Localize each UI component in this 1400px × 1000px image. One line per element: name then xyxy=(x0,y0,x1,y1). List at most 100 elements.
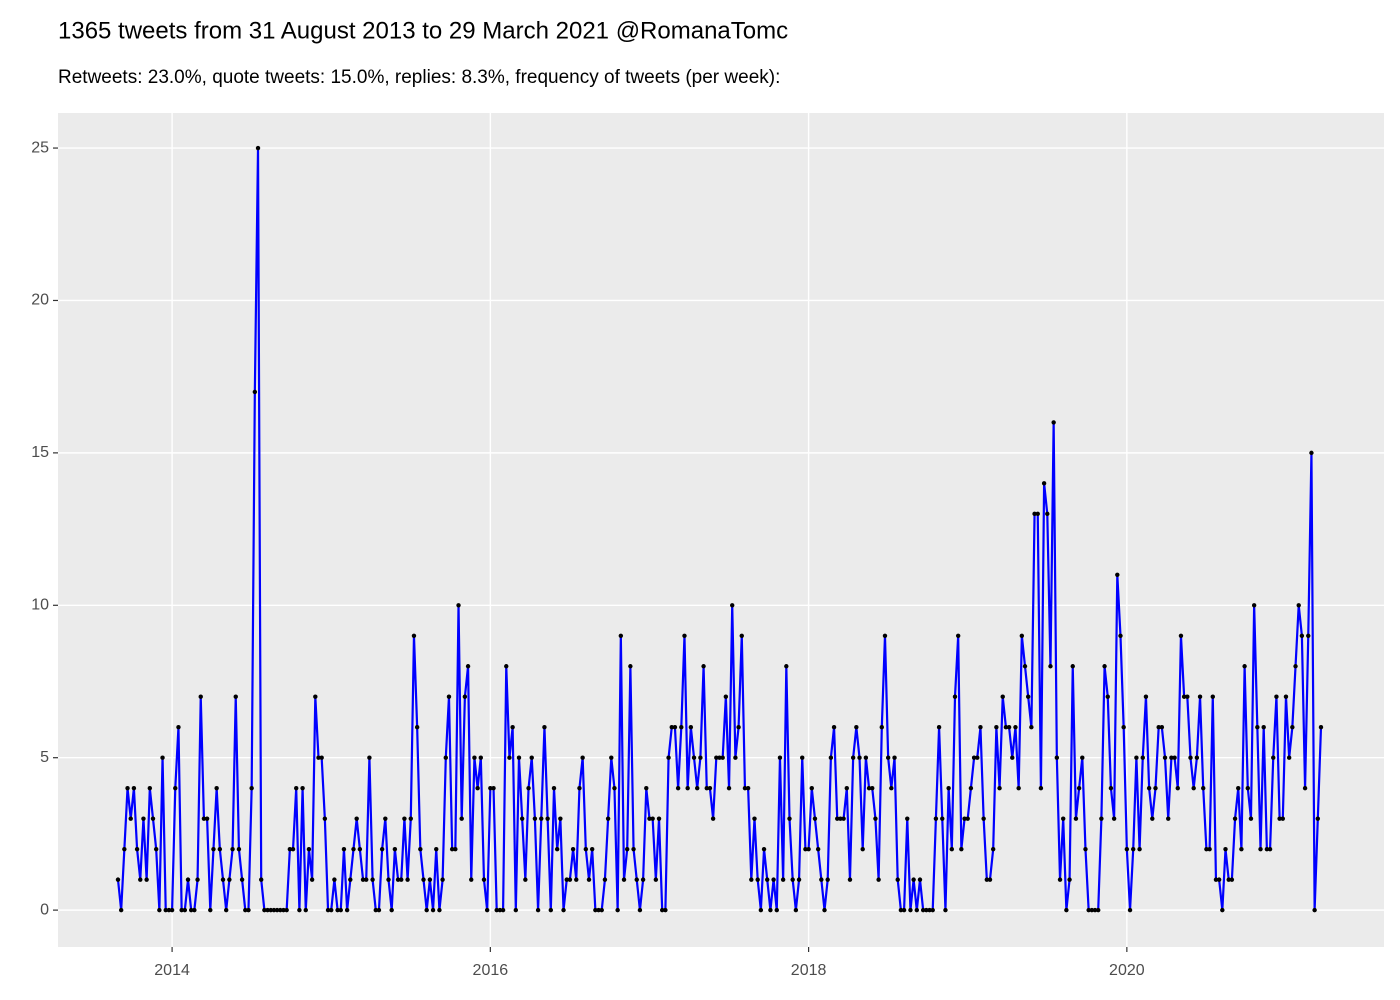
data-point xyxy=(1156,725,1161,730)
data-point xyxy=(761,846,767,852)
data-point xyxy=(784,664,789,669)
data-point xyxy=(449,846,455,852)
data-point xyxy=(755,877,760,882)
data-point xyxy=(688,725,694,730)
data-point xyxy=(1172,755,1177,760)
data-point xyxy=(828,755,834,760)
data-point xyxy=(1204,846,1209,852)
data-point xyxy=(290,846,296,852)
data-point xyxy=(354,816,359,821)
data-point xyxy=(367,755,372,760)
data-point xyxy=(644,785,649,791)
data-point xyxy=(459,816,464,821)
data-point xyxy=(612,785,617,791)
data-point xyxy=(402,816,407,821)
data-point xyxy=(1315,816,1321,821)
data-point xyxy=(1150,816,1155,821)
data-point xyxy=(1019,633,1025,638)
data-point xyxy=(414,725,420,730)
data-point xyxy=(297,907,302,913)
data-point xyxy=(679,725,684,730)
data-point xyxy=(717,755,722,760)
data-point xyxy=(647,816,652,821)
data-point xyxy=(176,725,181,730)
data-point xyxy=(1258,846,1263,852)
data-point xyxy=(1271,755,1276,760)
data-point xyxy=(519,816,525,821)
data-point xyxy=(895,877,900,882)
data-point xyxy=(771,877,776,882)
data-point xyxy=(997,785,1002,791)
data-point xyxy=(434,846,439,852)
data-point xyxy=(825,877,830,882)
data-point xyxy=(870,785,875,791)
data-point xyxy=(768,907,773,913)
data-point xyxy=(841,816,846,821)
data-point xyxy=(1070,664,1075,669)
data-point xyxy=(516,755,522,760)
data-point xyxy=(1185,694,1190,699)
data-point xyxy=(338,907,343,913)
data-point xyxy=(593,907,598,913)
data-point xyxy=(1264,846,1270,852)
data-point xyxy=(344,907,350,913)
data-point xyxy=(806,846,811,852)
data-point xyxy=(920,907,926,913)
data-point xyxy=(128,816,133,821)
data-point xyxy=(1226,877,1231,882)
chart-subtitle: Retweets: 23.0%, quote tweets: 15.0%, re… xyxy=(58,67,780,88)
data-point xyxy=(198,694,203,699)
data-point xyxy=(911,877,916,882)
data-point xyxy=(628,664,633,669)
data-point xyxy=(208,907,213,913)
data-point xyxy=(405,877,410,882)
data-point xyxy=(908,907,913,913)
data-point xyxy=(1277,816,1282,821)
data-point xyxy=(1102,664,1107,669)
data-point xyxy=(838,816,843,821)
data-point xyxy=(1111,816,1117,821)
data-point xyxy=(1073,816,1079,821)
data-point xyxy=(157,907,162,913)
data-point xyxy=(1178,633,1184,638)
data-point xyxy=(1175,785,1180,791)
data-point xyxy=(1286,755,1292,760)
data-point xyxy=(1188,755,1193,760)
x-tick-label: 2014 xyxy=(154,962,190,979)
data-point xyxy=(255,145,261,151)
data-point xyxy=(901,907,907,913)
data-point xyxy=(545,816,550,821)
data-point xyxy=(309,877,315,882)
data-point xyxy=(348,877,353,882)
data-point xyxy=(332,877,337,882)
data-point xyxy=(192,907,197,913)
data-point xyxy=(742,785,748,791)
data-point xyxy=(1191,785,1196,791)
data-point xyxy=(796,877,802,882)
data-point xyxy=(341,846,347,852)
data-point xyxy=(491,785,496,791)
data-point xyxy=(589,846,595,852)
data-point xyxy=(1267,846,1273,852)
data-point xyxy=(1159,725,1165,730)
data-point xyxy=(1045,511,1050,517)
data-point xyxy=(1124,846,1130,852)
data-point xyxy=(574,877,579,882)
data-point xyxy=(360,877,366,882)
data-point xyxy=(564,877,569,882)
data-point xyxy=(940,816,945,821)
data-point xyxy=(542,725,547,730)
y-tick-label: 10 xyxy=(31,597,49,614)
data-point xyxy=(469,877,474,882)
data-point xyxy=(580,755,585,760)
data-point xyxy=(153,846,159,852)
data-point xyxy=(395,877,401,882)
data-point xyxy=(965,816,970,821)
data-point xyxy=(529,755,534,760)
data-point xyxy=(418,846,423,852)
data-point xyxy=(1306,633,1311,638)
data-point xyxy=(440,877,445,882)
data-point xyxy=(959,846,964,852)
data-point xyxy=(819,877,824,882)
data-point xyxy=(1108,785,1114,791)
